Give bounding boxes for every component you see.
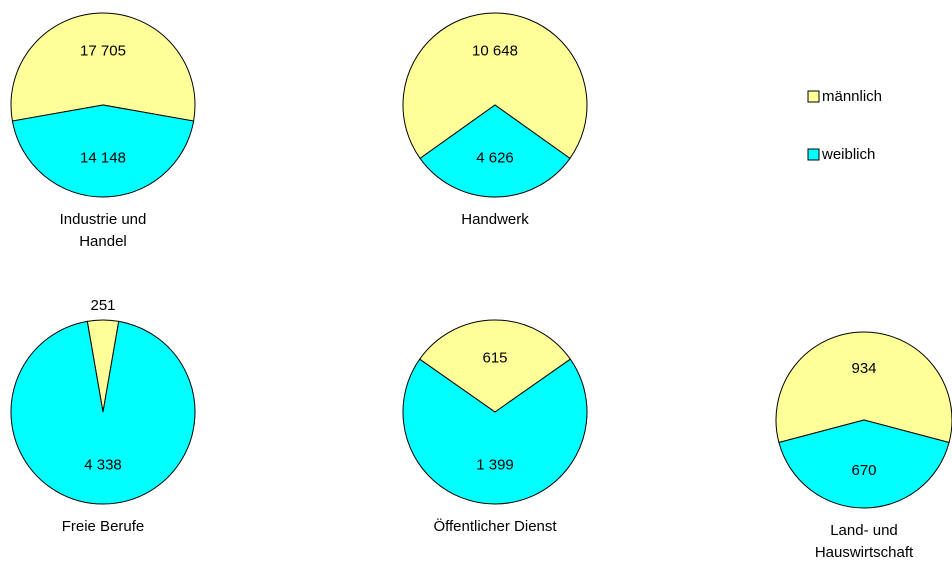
value-label: 670 — [851, 462, 876, 479]
pie-title: Industrie und Handel — [59, 211, 147, 250]
value-label: 10 648 — [472, 43, 518, 60]
pie-slice — [402, 358, 588, 505]
pie-slice — [10, 12, 196, 122]
pie-slice — [419, 104, 571, 198]
pie-slice — [10, 320, 196, 505]
legend-label: weiblich — [821, 146, 875, 163]
pie-slice — [402, 12, 588, 160]
value-label: 4 338 — [84, 456, 122, 473]
pie-title: Land- und Hauswirtschaft — [814, 522, 914, 561]
value-label: 4 626 — [476, 149, 514, 166]
value-label: 1 399 — [476, 456, 514, 473]
value-label: 934 — [851, 360, 876, 377]
value-label: 251 — [90, 297, 115, 314]
legend-label: männlich — [822, 88, 882, 105]
pie-slice — [11, 104, 195, 198]
pie-slice — [778, 419, 950, 509]
pie-title: Handwerk — [461, 211, 529, 228]
value-label: 14 148 — [80, 149, 126, 166]
pie-slice — [775, 331, 952, 444]
pie-slice — [418, 319, 572, 413]
value-label: 17 705 — [80, 43, 126, 60]
legend-swatch — [807, 90, 820, 103]
pie-title: Freie Berufe — [61, 518, 145, 535]
value-label: 615 — [482, 350, 507, 367]
legend-swatch — [807, 148, 820, 161]
pie-title: Öffentlicher Dienst — [433, 518, 557, 535]
